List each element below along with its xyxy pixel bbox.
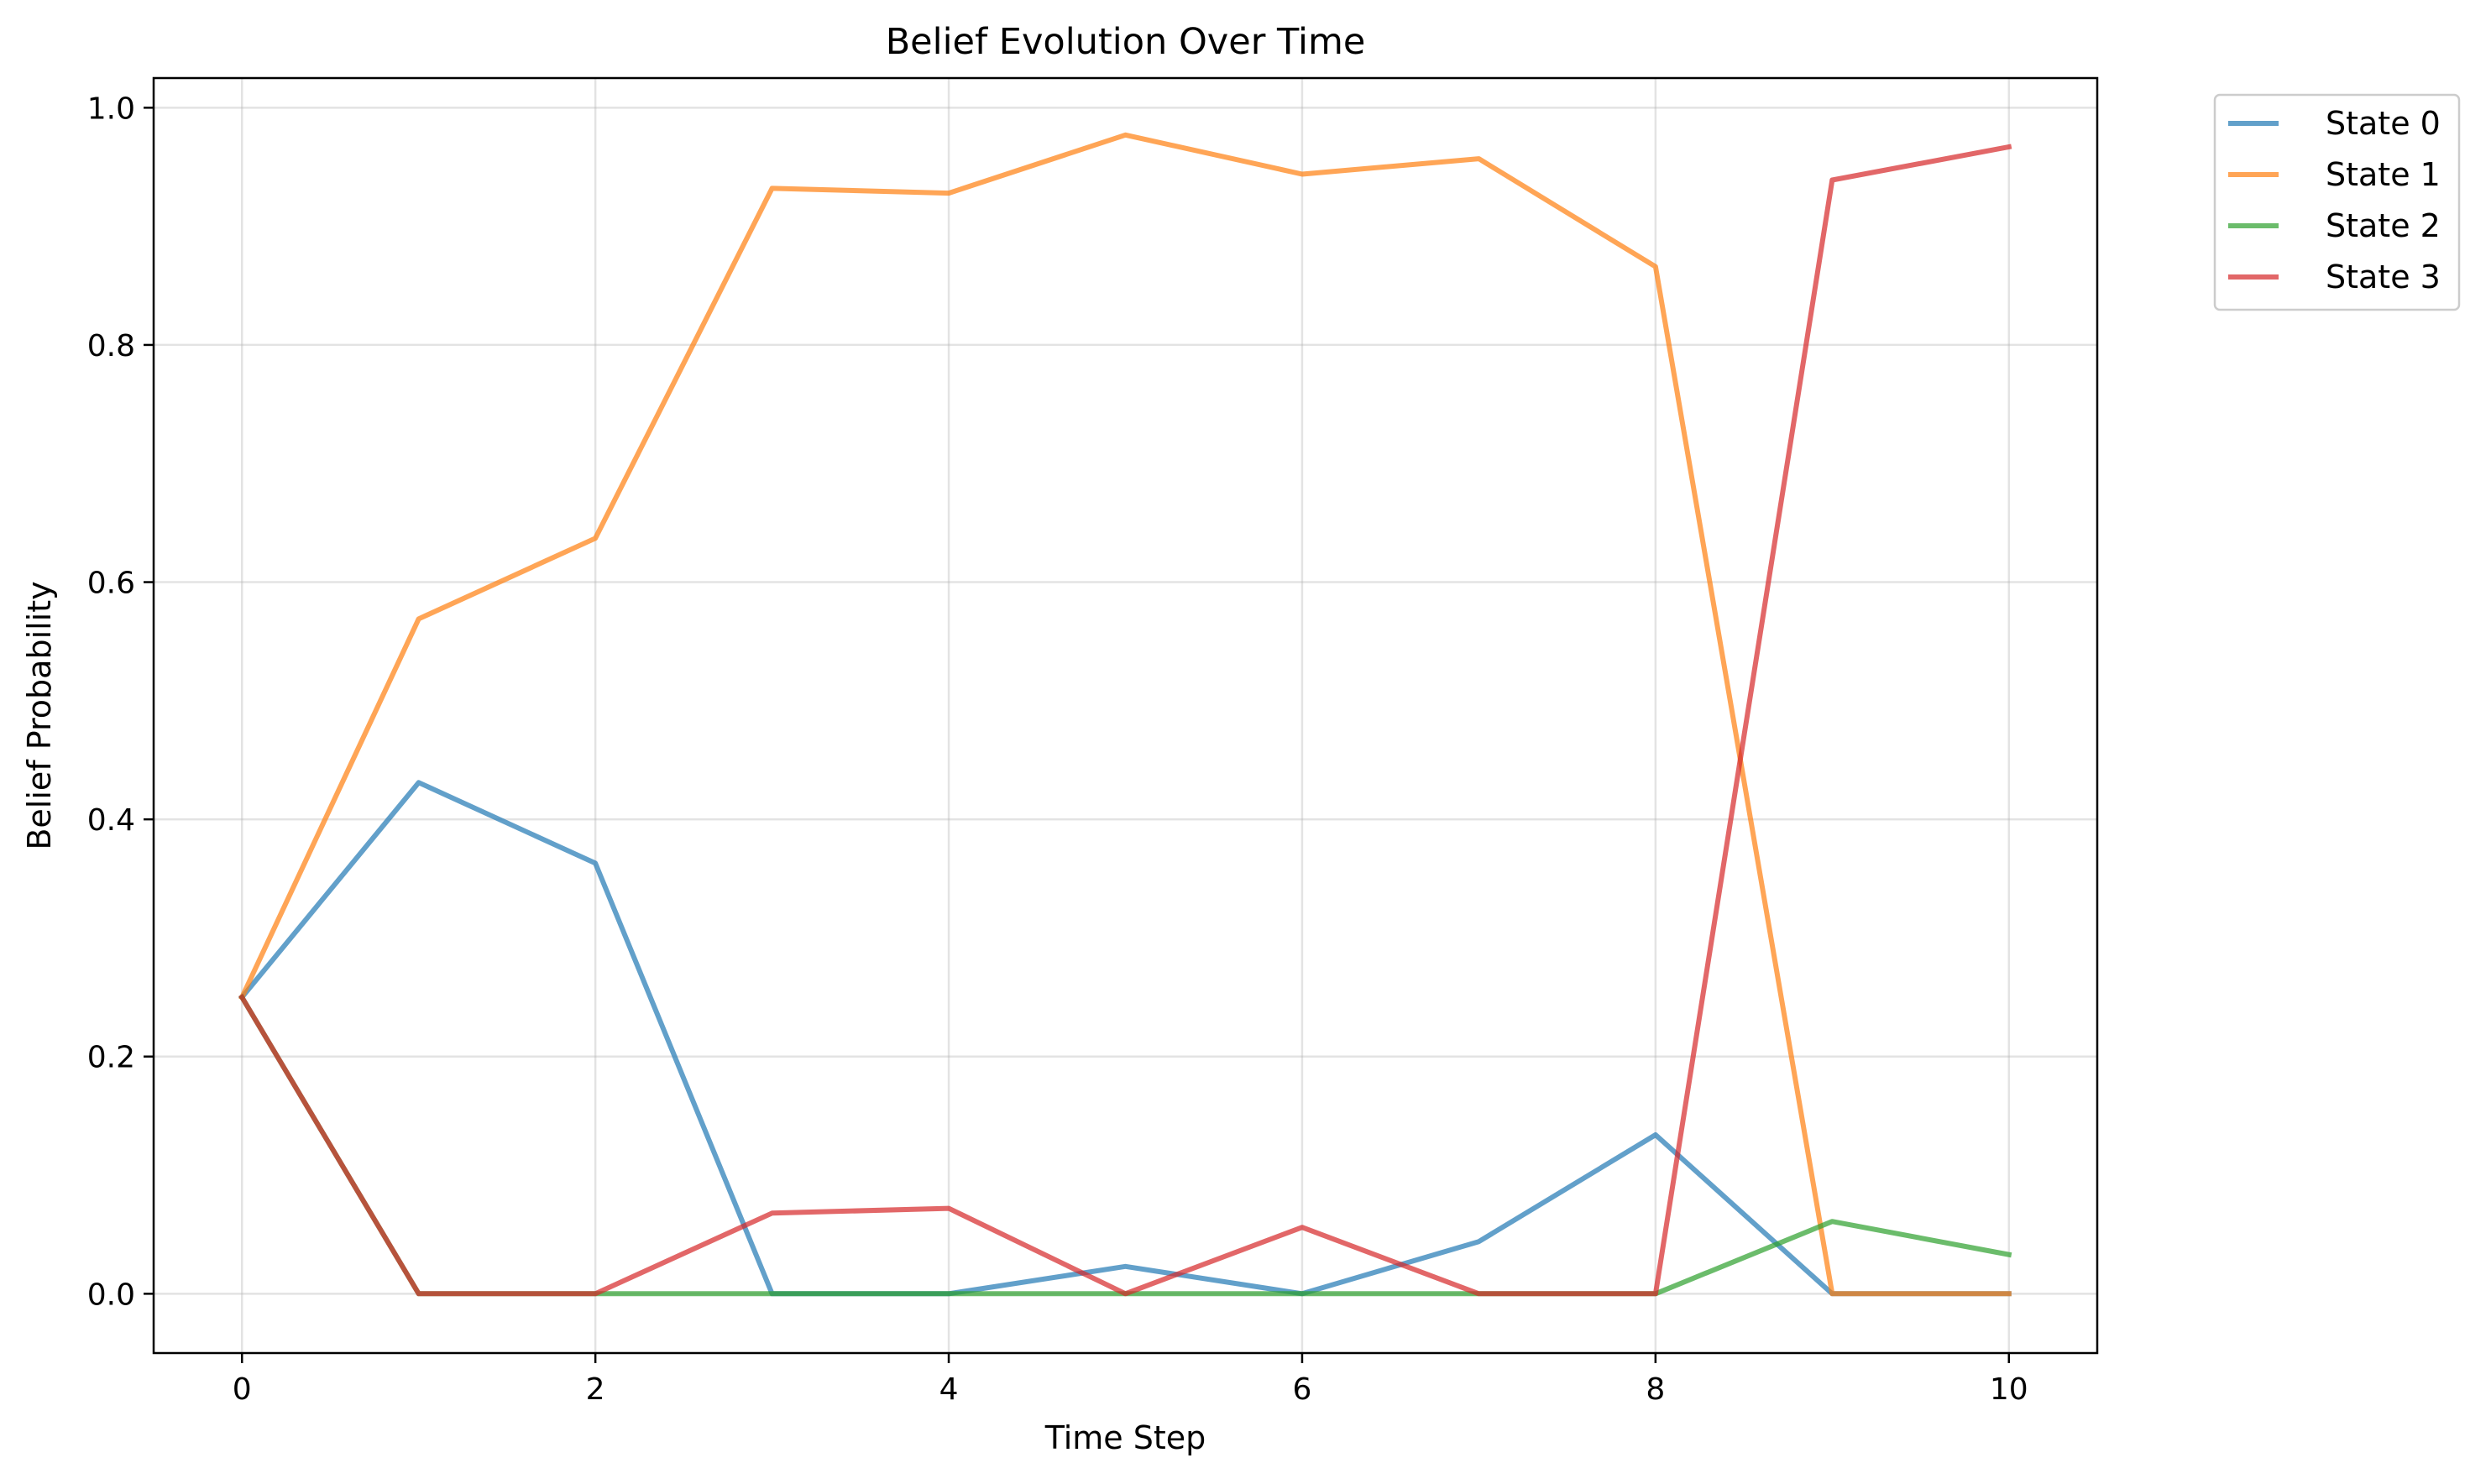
legend: State 0 State 1 State 2 State 3 <box>2213 93 2461 311</box>
series-lines <box>238 132 2012 1297</box>
y-tick-label: 0.8 <box>87 329 135 363</box>
x-tick-label: 6 <box>1293 1372 1312 1407</box>
legend-label: State 1 <box>2326 156 2441 193</box>
series-line-state-3 <box>238 144 2012 1297</box>
y-tick-label: 0.2 <box>87 1041 135 1075</box>
x-tick-label: 0 <box>233 1372 252 1407</box>
series-line-state-1 <box>238 132 2012 1297</box>
x-tick-label: 2 <box>586 1372 605 1407</box>
y-tick-label: 1.0 <box>87 91 135 126</box>
legend-label: State 3 <box>2326 259 2441 295</box>
x-tick-label: 4 <box>939 1372 959 1407</box>
legend-label: State 2 <box>2326 207 2441 244</box>
x-axis-label: Time Step <box>1044 1419 1206 1456</box>
y-axis-label: Belief Probability <box>21 581 58 849</box>
legend-frame <box>2213 93 2461 311</box>
chart-title: Belief Evolution Over Time <box>886 21 1366 63</box>
x-tick-label: 10 <box>1990 1372 2028 1407</box>
x-tick-label: 8 <box>1646 1372 1665 1407</box>
y-tick-label: 0.4 <box>87 803 135 838</box>
y-tick-label: 0.0 <box>87 1278 135 1312</box>
series-line-state-0 <box>238 780 2012 1297</box>
legend-label: State 0 <box>2326 105 2441 142</box>
y-axis-ticks: 0.0 0.2 0.4 0.6 0.8 1.0 <box>87 91 154 1312</box>
plot-frame <box>152 76 2099 1355</box>
y-tick-label: 0.6 <box>87 567 135 601</box>
x-axis-ticks: 0 2 4 6 8 10 <box>233 1353 2028 1407</box>
